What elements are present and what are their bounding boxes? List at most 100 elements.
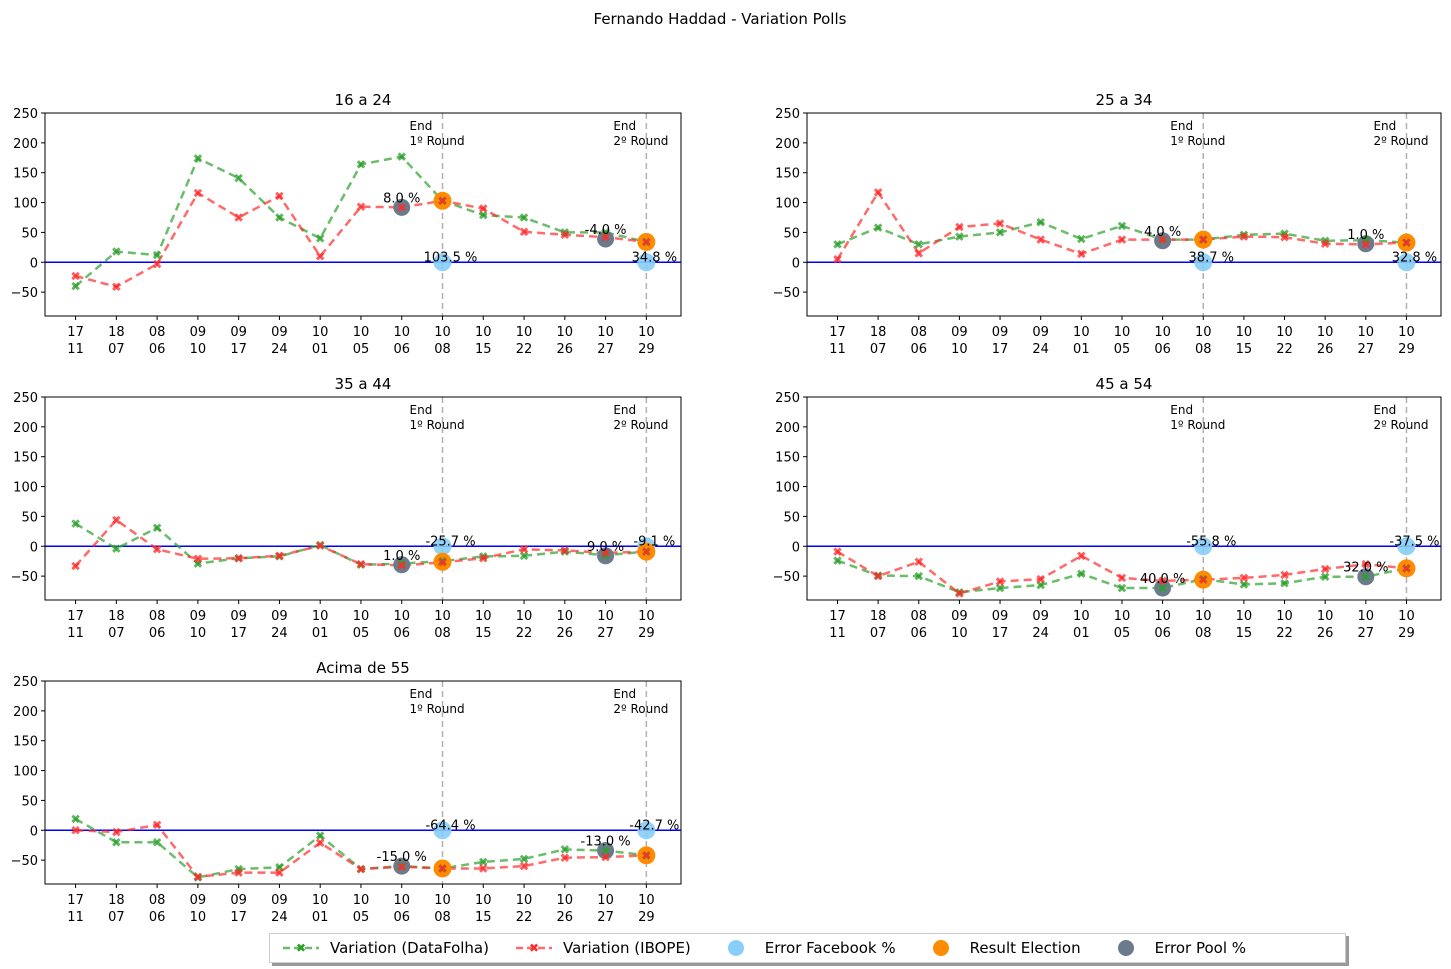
y-tick-label: 0 xyxy=(30,540,38,555)
x-tick-label-line: 10 xyxy=(475,609,492,624)
pool-error-label: 32.0 % xyxy=(1343,561,1388,576)
y-tick-label: 200 xyxy=(775,421,800,436)
end-2nd-round-label: End 2º Round xyxy=(613,119,668,148)
series-point-datafolha xyxy=(193,154,203,163)
x-tick-label: 08 06 xyxy=(910,325,927,357)
series-point-datafolha xyxy=(1280,579,1289,588)
end-1st-round-label-line: End xyxy=(1170,119,1193,133)
x-tick-label-line: 10 xyxy=(190,910,207,925)
x-tick-label: 10 01 xyxy=(312,325,329,357)
series-point-datafolha-stroke-b xyxy=(315,234,325,243)
x-tick-label-line: 09 xyxy=(271,893,288,908)
series-point-datafolha xyxy=(601,846,610,855)
series-point-ibope xyxy=(315,838,325,848)
x-tick-label-line: 06 xyxy=(393,626,410,641)
x-tick-label-line: 15 xyxy=(475,626,492,641)
series-point-ibope xyxy=(873,571,883,581)
series-point-ibope xyxy=(560,853,570,862)
series-point-ibope xyxy=(1158,576,1167,586)
x-tick-label-line: 29 xyxy=(638,342,655,357)
pool-error-label: 1.0 % xyxy=(1347,228,1384,243)
series-point-datafolha-stroke-b xyxy=(479,857,488,867)
series-point-datafolha xyxy=(519,854,529,864)
x-tick-label-line: 09 xyxy=(271,609,288,624)
facebook-error-point xyxy=(637,821,656,840)
x-tick-label: 08 06 xyxy=(149,609,166,641)
x-tick-label-line: 06 xyxy=(910,626,927,641)
series-point-ibope xyxy=(71,561,80,571)
series-point-ibope-stroke-b xyxy=(1158,235,1167,244)
series-point-datafolha-stroke-b xyxy=(995,583,1005,593)
end-2nd-round-label-line: 2º Round xyxy=(1373,134,1428,148)
series-point-ibope xyxy=(112,282,121,292)
x-tick-label: 09 10 xyxy=(190,893,207,925)
x-tick-label: 17 11 xyxy=(67,893,84,925)
x-tick-label-line: 11 xyxy=(67,626,84,641)
series-point-ibope-stroke-b xyxy=(1361,240,1371,249)
plot-frame xyxy=(806,112,1442,317)
y-tick-label: 0 xyxy=(30,824,38,839)
series-point-ibope xyxy=(315,252,325,261)
series-point-ibope-stroke-b xyxy=(642,547,651,556)
x-tick-label: 10 29 xyxy=(1398,325,1415,357)
y-tick-label: 150 xyxy=(13,735,38,750)
y-tick-label: 100 xyxy=(13,765,38,780)
x-tick-label: 09 17 xyxy=(230,609,247,641)
legend-ibope-swatch: ✖ xyxy=(515,941,552,955)
series-point-ibope-stroke-b xyxy=(356,864,366,874)
x-tick-label-line: 09 xyxy=(230,893,247,908)
x-tick-label-line: 06 xyxy=(1154,342,1171,357)
plot-frame xyxy=(44,680,682,885)
x-tick-label: 10 22 xyxy=(516,893,533,925)
legend-datafolha-label: Variation (DataFolha) xyxy=(330,939,489,957)
series-point-ibope-stroke-b xyxy=(642,237,651,247)
series-point-datafolha-stroke-b xyxy=(833,556,842,565)
series-point-ibope xyxy=(438,558,447,567)
x-tick-label-line: 01 xyxy=(1073,342,1090,357)
series-point-datafolha xyxy=(1117,583,1127,593)
series-point-ibope-stroke-b xyxy=(397,862,406,871)
x-tick-label-line: 11 xyxy=(829,626,846,641)
facebook-error-point xyxy=(637,253,656,272)
x-tick-label-line: 17 xyxy=(992,342,1009,357)
facebook-error-label: 103.5 % xyxy=(424,250,478,265)
plot-frame xyxy=(44,112,682,317)
x-tick-label: 09 17 xyxy=(230,893,247,925)
series-point-ibope xyxy=(275,868,284,877)
end-2nd-round-label-line: End xyxy=(613,119,636,133)
x-tick-label-line: 10 xyxy=(638,893,655,908)
y-tick-label: 200 xyxy=(13,421,38,436)
legend-facebook-label: Error Facebook % xyxy=(764,939,896,957)
series-point-ibope-stroke-b xyxy=(642,851,651,860)
x-tick-label: 18 07 xyxy=(108,893,125,925)
legend-item-facebook: Error Facebook % xyxy=(717,939,896,957)
series-point-ibope xyxy=(193,872,203,882)
x-tick-label-line: 10 xyxy=(516,893,533,908)
x-tick-label-line: 17 xyxy=(67,609,84,624)
series-point-ibope-stroke-b xyxy=(1117,573,1127,583)
series-point-datafolha xyxy=(1361,572,1371,581)
x-tick-label-line: 18 xyxy=(870,325,887,340)
series-point-ibope xyxy=(1077,249,1086,259)
x-tick-label: 10 26 xyxy=(557,325,574,357)
series-point-datafolha-stroke-b xyxy=(193,154,203,163)
x-tick-label: 10 05 xyxy=(353,609,370,641)
series-point-ibope-stroke-b xyxy=(1239,573,1249,583)
y-tick-label: 250 xyxy=(13,391,38,406)
x-tick-label-line: 10 xyxy=(1154,609,1171,624)
x-tick-label: 10 27 xyxy=(1358,609,1375,641)
facebook-error-label: 34.8 % xyxy=(632,250,677,265)
series-point-datafolha-stroke-b xyxy=(914,240,924,249)
series-point-datafolha xyxy=(833,556,842,565)
x-tick-label-line: 05 xyxy=(1114,626,1131,641)
legend-pool-label: Error Pool % xyxy=(1154,939,1247,957)
series-point-ibope-stroke-b xyxy=(112,827,121,837)
x-tick-label-line: 18 xyxy=(108,325,125,340)
series-point-ibope xyxy=(1117,573,1127,583)
y-tick-label: 250 xyxy=(775,107,800,122)
x-tick-label-line: 10 xyxy=(516,609,533,624)
y-tick-label: 0 xyxy=(792,540,800,555)
series-point-ibope xyxy=(1361,240,1371,249)
